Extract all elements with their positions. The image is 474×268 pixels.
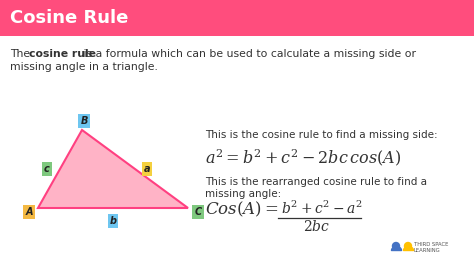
Polygon shape [38,130,188,208]
Circle shape [404,243,411,250]
Text: C: C [194,207,201,217]
Text: $b^2 + c^2 - a^2$: $b^2 + c^2 - a^2$ [281,200,363,217]
Text: The: The [10,49,34,59]
Text: THIRD SPACE
LEARNING: THIRD SPACE LEARNING [414,242,448,253]
Text: B: B [80,116,88,126]
Text: cosine rule: cosine rule [29,49,96,59]
Text: missing angle:: missing angle: [205,189,281,199]
Text: $a^2 = b^2 + c^2 - 2bc\,cos(A)$: $a^2 = b^2 + c^2 - 2bc\,cos(A)$ [205,147,401,168]
Text: a: a [144,164,150,174]
Text: This is the rearranged cosine rule to find a: This is the rearranged cosine rule to fi… [205,177,427,187]
Text: A: A [25,207,33,217]
Text: c: c [44,164,50,174]
Text: This is the cosine rule to find a missing side:: This is the cosine rule to find a missin… [205,130,438,140]
Text: Cosine Rule: Cosine Rule [10,9,128,27]
Text: missing angle in a triangle.: missing angle in a triangle. [10,62,158,72]
Text: $2bc$: $2bc$ [303,219,330,234]
Text: $Cos(A) =$: $Cos(A) =$ [205,200,279,219]
FancyBboxPatch shape [0,0,474,36]
Circle shape [392,243,400,250]
Text: is a formula which can be used to calculate a missing side or: is a formula which can be used to calcul… [80,49,416,59]
Text: b: b [109,216,117,226]
